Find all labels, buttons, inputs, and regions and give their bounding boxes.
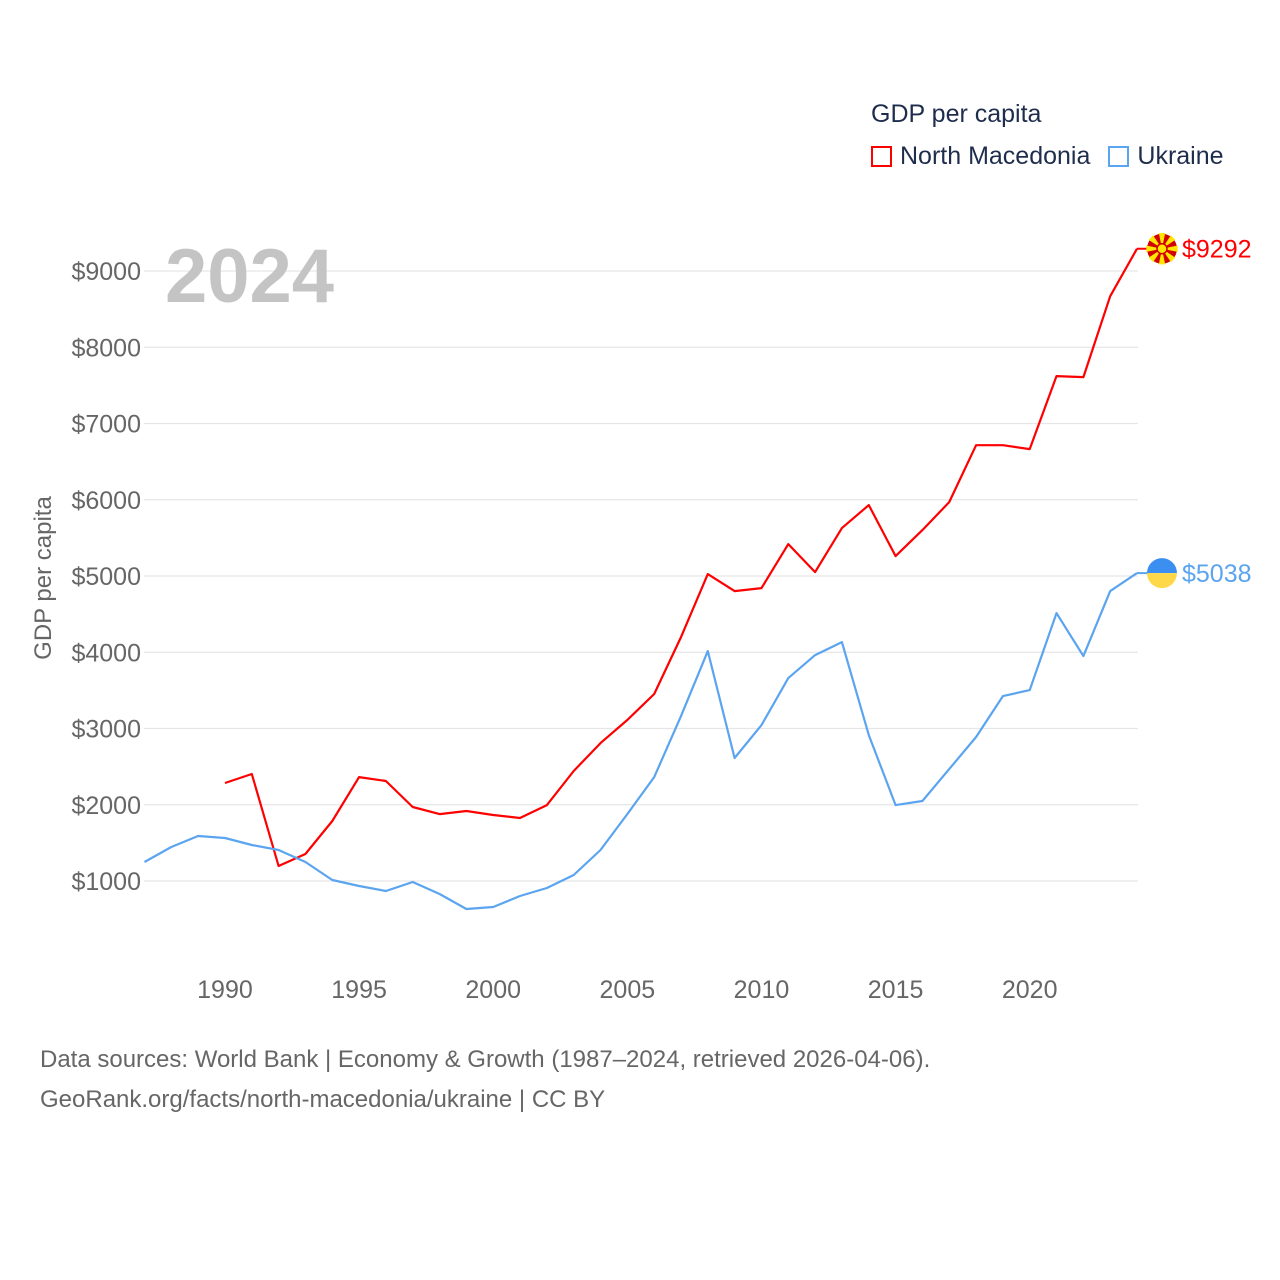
end-value-label-ukraine: $5038 [1182,560,1252,588]
x-tick-label: 2000 [465,976,521,1004]
legend: North Macedonia Ukraine [871,142,1224,171]
end-value-label-north-macedonia: $9292 [1182,236,1252,264]
legend-swatch-ukraine[interactable] [1108,146,1130,167]
ukraine-flag-lower [1147,573,1177,589]
series-line-north-macedonia [224,248,1138,868]
y-tick-label: $6000 [71,487,141,515]
legend-label-north-macedonia[interactable]: North Macedonia [900,142,1091,170]
legend-swatch-north-macedonia[interactable] [871,146,892,167]
flag-ray [1162,245,1178,252]
year-watermark: 2024 [165,234,334,319]
x-tick-label: 1990 [197,976,253,1004]
legend-title: GDP per capita [871,100,1042,128]
x-tick-label: 2015 [868,976,924,1004]
legend-label-ukraine[interactable]: Ukraine [1137,142,1224,170]
y-tick-label: $8000 [71,334,141,362]
y-tick-label: $2000 [71,792,141,820]
y-tick-label: $5000 [71,563,141,591]
y-tick-label: $7000 [71,411,141,439]
footer-attribution[interactable]: GeoRank.org/facts/north-macedonia/ukrain… [40,1086,606,1113]
y-tick-label: $4000 [71,639,141,667]
flag-ray [1146,245,1162,252]
flag-ray [1158,248,1166,265]
footer-sources: Data sources: World Bank | Economy & Gro… [40,1046,931,1073]
series-line-ukraine [143,572,1138,911]
flag-ray [1158,233,1166,249]
y-tick-label: $1000 [71,868,141,896]
x-tick-label: 2005 [600,976,656,1004]
x-tick-label: 2020 [1002,976,1058,1004]
y-tick-label: $3000 [71,716,141,744]
y-axis-label: GDP per capita [30,496,57,660]
y-tick-label: $9000 [71,258,141,286]
ukraine-flag-icon [1147,558,1177,574]
x-tick-label: 1995 [331,976,387,1004]
x-tick-label: 2010 [734,976,790,1004]
flag-sun [1156,242,1168,255]
